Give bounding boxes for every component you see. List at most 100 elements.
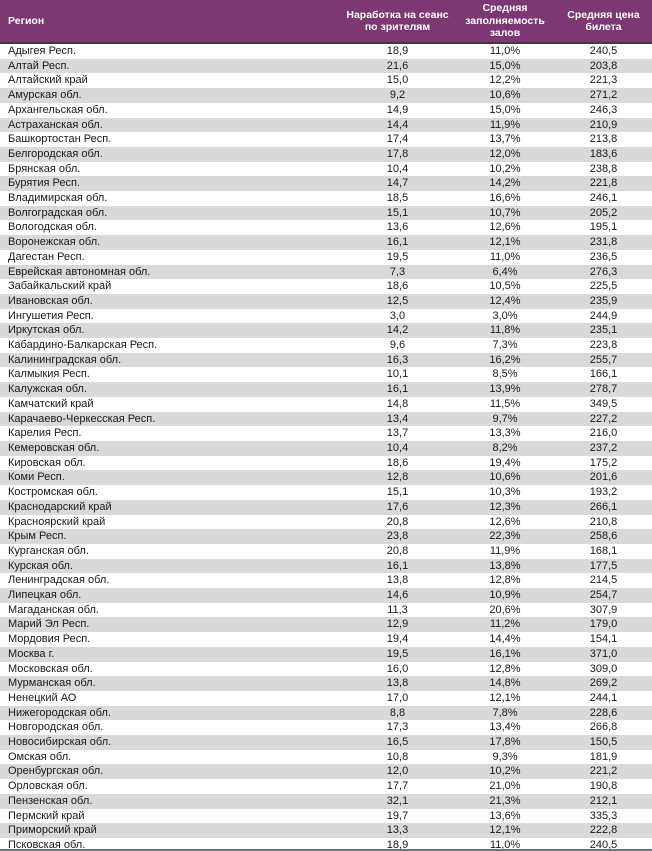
attendance-per-session-cell: 15,1: [340, 205, 455, 221]
occupancy-cell: 11,9%: [455, 543, 555, 559]
attendance-per-session-cell: 14,4: [340, 117, 455, 133]
attendance-per-session-cell: 12,8: [340, 470, 455, 486]
attendance-per-session-cell: 8,8: [340, 705, 455, 721]
occupancy-cell: 22,3%: [455, 529, 555, 544]
table-row: Бурятия Респ. 14,7 14,2% 221,8: [0, 176, 652, 192]
ticket-price-cell: 244,9: [555, 308, 652, 324]
attendance-per-session-cell: 17,8: [340, 146, 455, 162]
occupancy-cell: 10,3%: [455, 485, 555, 500]
region-cell: Магаданская обл.: [0, 602, 340, 618]
region-cell: Новгородская обл.: [0, 720, 340, 736]
occupancy-cell: 12,6%: [455, 220, 555, 236]
region-cell: Омская обл.: [0, 749, 340, 765]
region-cell: Волгоградская обл.: [0, 205, 340, 221]
region-cell: Башкортостан Респ.: [0, 132, 340, 147]
region-cell: Коми Респ.: [0, 470, 340, 486]
occupancy-cell: 12,1%: [455, 690, 555, 706]
table-row: Ненецкий АО 17,0 12,1% 244,1: [0, 690, 652, 706]
occupancy-cell: 10,5%: [455, 279, 555, 294]
table-row: Алтайский край 15,0 12,2% 221,3: [0, 73, 652, 89]
ticket-price-cell: 254,7: [555, 588, 652, 603]
table-row: Кировская обл. 18,6 19,4% 175,2: [0, 455, 652, 471]
occupancy-cell: 16,6%: [455, 191, 555, 206]
region-cell: Астраханская обл.: [0, 117, 340, 133]
occupancy-cell: 21,0%: [455, 779, 555, 794]
occupancy-cell: 7,3%: [455, 338, 555, 353]
attendance-per-session-cell: 9,2: [340, 88, 455, 103]
ticket-price-cell: 269,2: [555, 676, 652, 691]
table-row: Карачаево-Черкесская Респ. 13,4 9,7% 227,2: [0, 411, 652, 427]
attendance-per-session-cell: 16,3: [340, 352, 455, 368]
ticket-price-cell: 236,5: [555, 249, 652, 265]
column-header-average-ticket-price: Средняя цена билета: [555, 0, 652, 44]
attendance-per-session-cell: 19,4: [340, 632, 455, 647]
attendance-per-session-cell: 16,0: [340, 661, 455, 677]
region-cell: Пензенская обл.: [0, 793, 340, 809]
region-cell: Дагестан Респ.: [0, 249, 340, 265]
table-row: Крым Респ. 23,8 22,3% 258,6: [0, 529, 652, 544]
attendance-per-session-cell: 17,0: [340, 690, 455, 706]
attendance-per-session-cell: 13,6: [340, 220, 455, 236]
attendance-per-session-cell: 20,8: [340, 543, 455, 559]
ticket-price-cell: 213,8: [555, 132, 652, 147]
table-row: Мордовия Респ. 19,4 14,4% 154,1: [0, 632, 652, 647]
attendance-per-session-cell: 13,7: [340, 426, 455, 441]
table-row: Дагестан Респ. 19,5 11,0% 236,5: [0, 249, 652, 265]
attendance-per-session-cell: 18,6: [340, 279, 455, 294]
region-cell: Алтайский край: [0, 73, 340, 89]
table-row: Иркутская обл. 14,2 11,8% 235,1: [0, 323, 652, 339]
attendance-per-session-cell: 16,1: [340, 558, 455, 574]
column-header-region: Регион: [0, 0, 340, 44]
ticket-price-cell: 210,8: [555, 514, 652, 530]
occupancy-cell: 10,2%: [455, 764, 555, 780]
ticket-price-cell: 228,6: [555, 705, 652, 721]
region-cell: Приморский край: [0, 823, 340, 838]
table-header: Регион Наработка на сеанс по зрителям Ср…: [0, 0, 652, 44]
region-cell: Крым Респ.: [0, 529, 340, 544]
attendance-per-session-cell: 7,3: [340, 264, 455, 280]
ticket-price-cell: 212,1: [555, 793, 652, 809]
table-row: Псковская обл. 18,9 11,0% 240,5: [0, 837, 652, 849]
occupancy-cell: 11,2%: [455, 617, 555, 633]
region-cell: Брянская обл.: [0, 161, 340, 177]
region-cell: Вологодская обл.: [0, 220, 340, 236]
table-row: Магаданская обл. 11,3 20,6% 307,9: [0, 602, 652, 618]
region-cell: Карачаево-Черкесская Респ.: [0, 411, 340, 427]
attendance-per-session-cell: 12,5: [340, 293, 455, 309]
ticket-price-cell: 235,1: [555, 323, 652, 339]
ticket-price-cell: 166,1: [555, 367, 652, 383]
ticket-price-cell: 221,3: [555, 73, 652, 89]
region-cell: Псковская обл.: [0, 837, 340, 849]
occupancy-cell: 15,0%: [455, 58, 555, 74]
ticket-price-cell: 271,2: [555, 88, 652, 103]
table-row: Ленинградская обл. 13,8 12,8% 214,5: [0, 573, 652, 589]
region-cell: Камчатский край: [0, 396, 340, 412]
region-cell: Карелия Респ.: [0, 426, 340, 441]
occupancy-cell: 21,3%: [455, 793, 555, 809]
ticket-price-cell: 190,8: [555, 779, 652, 794]
ticket-price-cell: 266,1: [555, 499, 652, 515]
table-row: Липецкая обл. 14,6 10,9% 254,7: [0, 588, 652, 603]
ticket-price-cell: 168,1: [555, 543, 652, 559]
occupancy-cell: 8,5%: [455, 367, 555, 383]
table-row: Нижегородская обл. 8,8 7,8% 228,6: [0, 705, 652, 721]
table-row: Новосибирская обл. 16,5 17,8% 150,5: [0, 735, 652, 750]
table-row: Коми Респ. 12,8 10,6% 201,6: [0, 470, 652, 486]
occupancy-cell: 13,7%: [455, 132, 555, 147]
region-cell: Костромская обл.: [0, 485, 340, 500]
table-row: Костромская обл. 15,1 10,3% 193,2: [0, 485, 652, 500]
occupancy-cell: 14,8%: [455, 676, 555, 691]
region-cell: Воронежская обл.: [0, 235, 340, 250]
table-row: Калужская обл. 16,1 13,9% 278,7: [0, 382, 652, 397]
table-row: Красноярский край 20,8 12,6% 210,8: [0, 514, 652, 530]
region-cell: Владимирская обл.: [0, 191, 340, 206]
table-row: Курганская обл. 20,8 11,9% 168,1: [0, 543, 652, 559]
table-row: Кабардино-Балкарская Респ. 9,6 7,3% 223,8: [0, 338, 652, 353]
ticket-price-cell: 276,3: [555, 264, 652, 280]
table-row: Воронежская обл. 16,1 12,1% 231,8: [0, 235, 652, 250]
ticket-price-cell: 210,9: [555, 117, 652, 133]
ticket-price-cell: 335,3: [555, 808, 652, 824]
table-row: Оренбургская обл. 12,0 10,2% 221,2: [0, 764, 652, 780]
attendance-per-session-cell: 14,6: [340, 588, 455, 603]
